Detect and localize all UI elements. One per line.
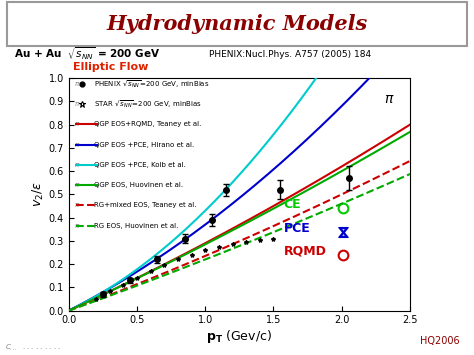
Text: $\pi$: $\pi$ (74, 222, 80, 230)
Text: Hydrodynamic Models: Hydrodynamic Models (106, 14, 368, 34)
Text: Au + Au  $\sqrt{s_{NN}}$ = 200 GeV: Au + Au $\sqrt{s_{NN}}$ = 200 GeV (14, 46, 160, 62)
Text: RQMD: RQMD (284, 245, 327, 258)
X-axis label: $\mathbf{p_T}$ (Gev/c): $\mathbf{p_T}$ (Gev/c) (206, 328, 273, 345)
Y-axis label: $v_2 / \varepsilon$: $v_2 / \varepsilon$ (31, 181, 46, 207)
Text: PCE: PCE (284, 222, 310, 235)
Text: PHENIX:Nucl.Phys. A757 (2005) 184: PHENIX:Nucl.Phys. A757 (2005) 184 (209, 50, 371, 59)
Text: $\pi$: $\pi$ (384, 92, 395, 106)
Text: PHENIX $\sqrt{s_{NN}}$=200 GeV, minBias: PHENIX $\sqrt{s_{NN}}$=200 GeV, minBias (94, 78, 210, 90)
Text: QGP EOS +PCE, Kolb et al.: QGP EOS +PCE, Kolb et al. (94, 162, 186, 168)
FancyBboxPatch shape (7, 2, 467, 46)
Text: RG+mixed EOS, Teaney et al.: RG+mixed EOS, Teaney et al. (94, 202, 197, 208)
Text: QGP EOS +PCE, Hirano et al.: QGP EOS +PCE, Hirano et al. (94, 142, 194, 148)
Text: RG EOS, Huovinen et al.: RG EOS, Huovinen et al. (94, 223, 179, 229)
Text: CE: CE (284, 198, 301, 211)
Text: QGP EOS, Huovinen et al.: QGP EOS, Huovinen et al. (94, 182, 183, 188)
Text: $\pi$: $\pi$ (74, 141, 80, 149)
Text: HQ2006: HQ2006 (420, 336, 460, 346)
Text: STAR $\sqrt{s_{NN}}$=200 GeV, minBias: STAR $\sqrt{s_{NN}}$=200 GeV, minBias (94, 98, 202, 110)
Text: Elliptic Flow: Elliptic Flow (73, 62, 149, 72)
Text: $\pi$: $\pi$ (74, 161, 80, 169)
Text: $\pi$: $\pi$ (74, 80, 80, 88)
Text: $\pi$: $\pi$ (74, 120, 80, 129)
Text: $C_{...}$  . . . . . . . . .: $C_{...}$ . . . . . . . . . (5, 343, 61, 353)
Text: $\pi$: $\pi$ (74, 201, 80, 209)
Text: $\pi$: $\pi$ (74, 181, 80, 189)
Text: QGP EOS+RQMD, Teaney et al.: QGP EOS+RQMD, Teaney et al. (94, 121, 202, 127)
Text: $\pi$: $\pi$ (74, 100, 80, 108)
